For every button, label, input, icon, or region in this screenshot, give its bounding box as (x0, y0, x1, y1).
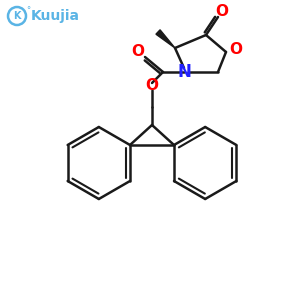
Text: K: K (13, 11, 21, 21)
Text: Kuujia: Kuujia (31, 9, 80, 23)
Text: O: O (131, 44, 145, 59)
Text: °: ° (26, 7, 30, 16)
Text: O: O (230, 43, 242, 58)
Text: O: O (215, 4, 229, 19)
Text: N: N (177, 63, 191, 81)
Text: O: O (146, 79, 158, 94)
Polygon shape (156, 30, 175, 48)
